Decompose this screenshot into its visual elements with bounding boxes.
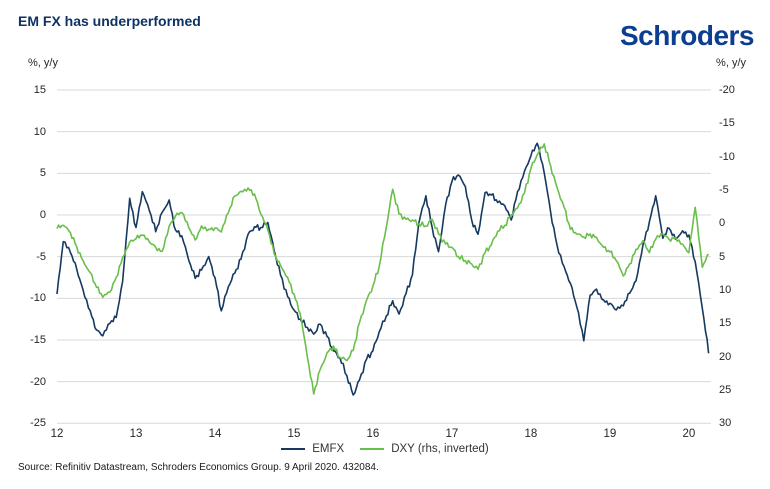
left-axis-tick-label: -5 <box>36 250 46 263</box>
left-axis-tick-label: 10 <box>33 125 46 138</box>
right-axis-tick-label: 20 <box>719 350 732 363</box>
x-axis-tick-label: 16 <box>366 428 380 440</box>
left-axis-tick-label: 5 <box>39 167 46 180</box>
x-axis-tick-label: 17 <box>445 428 459 440</box>
x-axis-tick-label: 12 <box>50 428 64 440</box>
dxy-line-swatch <box>360 448 385 450</box>
x-axis-tick-label: 14 <box>208 428 222 440</box>
chart-legend: EMFX DXY (rhs, inverted) <box>0 443 770 455</box>
legend-item-dxy: DXY (rhs, inverted) <box>360 443 489 455</box>
right-axis-tick-label: 10 <box>719 283 732 296</box>
chart-title: EM FX has underperformed <box>18 13 201 29</box>
x-axis-tick-label: 15 <box>287 428 301 440</box>
right-axis-tick-label: -10 <box>719 150 735 163</box>
emfx-line-swatch <box>281 448 306 450</box>
x-axis-tick-label: 18 <box>524 428 538 440</box>
right-axis-tick-label: 5 <box>719 250 726 263</box>
left-axis-tick-label: -10 <box>30 292 46 305</box>
x-axis-tick-label: 13 <box>129 428 143 440</box>
right-axis-tick-label: 25 <box>719 383 732 396</box>
right-axis-tick-label: 30 <box>719 417 732 430</box>
right-axis-tick-label: 15 <box>719 317 732 330</box>
left-axis-tick-label: 15 <box>33 84 46 96</box>
x-axis-tick-label: 19 <box>603 428 617 440</box>
series-line-dxy <box>56 143 710 395</box>
schroders-logo: Schroders <box>620 20 755 51</box>
source-note: Source: Refinitiv Datastream, Schroders … <box>18 462 379 473</box>
right-axis-tick-label: -5 <box>719 183 729 196</box>
legend-label-dxy: DXY (rhs, inverted) <box>391 443 489 455</box>
right-axis-tick-label: -15 <box>719 117 735 130</box>
left-axis-tick-label: -20 <box>30 375 46 388</box>
right-axis-unit-label: %, y/y <box>716 57 746 69</box>
left-axis-unit-label: %, y/y <box>28 57 58 69</box>
right-axis-tick-label: -20 <box>719 84 735 96</box>
legend-label-emfx: EMFX <box>312 443 345 455</box>
x-axis-tick-label: 20 <box>682 428 696 440</box>
series-line-emfx <box>56 142 710 396</box>
left-axis-tick-label: 0 <box>39 208 46 221</box>
left-axis-tick-label: -25 <box>30 417 46 430</box>
left-axis-tick-label: -15 <box>30 333 46 346</box>
right-axis-tick-label: 0 <box>719 217 726 230</box>
legend-item-emfx: EMFX <box>281 443 344 455</box>
